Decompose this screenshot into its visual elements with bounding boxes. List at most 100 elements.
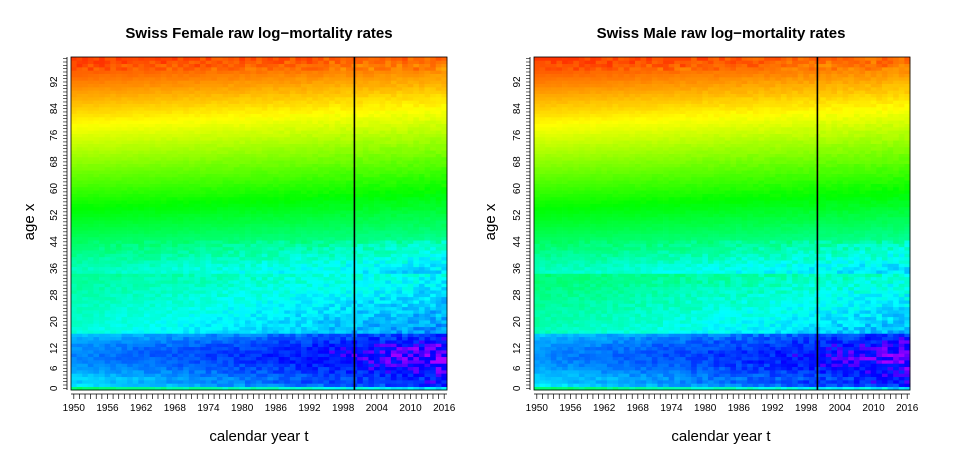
heatmap-cell [183,263,190,268]
heatmap-cell [301,76,308,81]
heatmap-cell [127,343,134,348]
heatmap-cell [301,310,308,314]
heatmap-cell [228,370,235,374]
heatmap-cell [138,243,145,248]
heatmap-cell [306,233,313,238]
heatmap-cell [228,243,235,248]
heatmap-cell [82,150,89,154]
heatmap-cell [188,190,195,194]
heatmap-cell [295,113,302,118]
heatmap-cell [244,160,251,164]
heatmap-cell [250,90,257,94]
heatmap-cell [256,123,263,128]
heatmap-cell [71,140,77,144]
heatmap-cell [205,230,212,234]
heatmap-cell [93,296,100,301]
heatmap-cell [340,230,347,234]
heatmap-cell [183,310,190,314]
heatmap-cell [284,170,291,174]
heatmap-cell [345,76,352,81]
heatmap-cell [340,166,347,171]
heatmap-cell [132,150,139,154]
heatmap-cell [177,76,184,81]
heatmap-cell [138,203,145,208]
heatmap-cell [256,250,263,254]
heatmap-cell [267,360,274,364]
heatmap-cell [273,280,279,284]
heatmap-cell [121,216,128,221]
heatmap-cell [132,123,139,128]
heatmap-cell [99,363,106,368]
heatmap-cell [295,316,302,321]
heatmap-cell [143,143,150,148]
heatmap-cell [87,283,94,288]
heatmap-cell [211,326,218,331]
heatmap-cell [267,196,274,201]
heatmap-cell [345,333,352,338]
heatmap-cell [295,133,302,138]
heatmap-cell [244,73,251,78]
heatmap-cell [138,336,145,341]
heatmap-cell [188,100,195,104]
heatmap-cell [93,130,100,134]
heatmap-cell [267,133,274,138]
heatmap-cell [334,160,341,164]
heatmap-cell [138,320,145,324]
heatmap-cell [273,123,279,128]
heatmap-cell [99,220,106,224]
heatmap-cell [317,356,324,361]
heatmap-cell [149,213,156,218]
heatmap-cell [211,220,218,224]
heatmap-cell [200,226,207,231]
heatmap-cell [340,273,347,278]
heatmap-cell [345,340,352,344]
heatmap-cell [177,313,184,318]
heatmap-cell [132,83,139,88]
heatmap-cell [82,166,89,171]
heatmap-cell [71,366,77,371]
heatmap-cell [267,286,274,291]
heatmap-cell [306,280,313,284]
heatmap-cell [323,376,330,381]
heatmap-cell [334,370,341,374]
heatmap-cell [127,120,134,124]
heatmap-cell [149,113,156,118]
heatmap-cell [244,113,251,118]
heatmap-cell [233,380,240,384]
heatmap-cell [244,140,251,144]
heatmap-cell [99,153,106,158]
heatmap-cell [110,163,117,168]
heatmap-cell [87,263,94,268]
heatmap-cell [149,220,156,224]
heatmap-cell [71,143,77,148]
heatmap-cell [194,270,201,274]
heatmap-cell [273,303,279,308]
heatmap-cell [82,320,89,324]
heatmap-cell [127,90,134,94]
heatmap-cell [244,260,251,264]
chart-title: Swiss Female raw log−mortality rates [125,25,392,42]
heatmap-cell [177,200,184,204]
heatmap-cell [301,200,308,204]
heatmap-cell [306,256,313,261]
heatmap-cell [295,246,302,251]
heatmap-cell [82,86,89,91]
heatmap-cell [121,320,128,324]
heatmap-cell [110,86,117,91]
heatmap-cell [289,376,296,381]
heatmap-cell [284,70,291,74]
heatmap-cell [127,106,134,111]
heatmap-cell [121,126,128,131]
heatmap-cell [104,213,111,218]
heatmap-cell [188,326,195,331]
heatmap-cell [183,293,190,298]
heatmap-cell [82,83,89,88]
heatmap-cell [256,313,263,318]
heatmap-cell [143,156,150,161]
heatmap-cell [160,273,167,278]
heatmap-cell [228,66,235,71]
heatmap-cell [166,203,173,208]
heatmap-cell [323,103,330,108]
heatmap-cell [155,336,162,341]
heatmap-cell [127,270,134,274]
